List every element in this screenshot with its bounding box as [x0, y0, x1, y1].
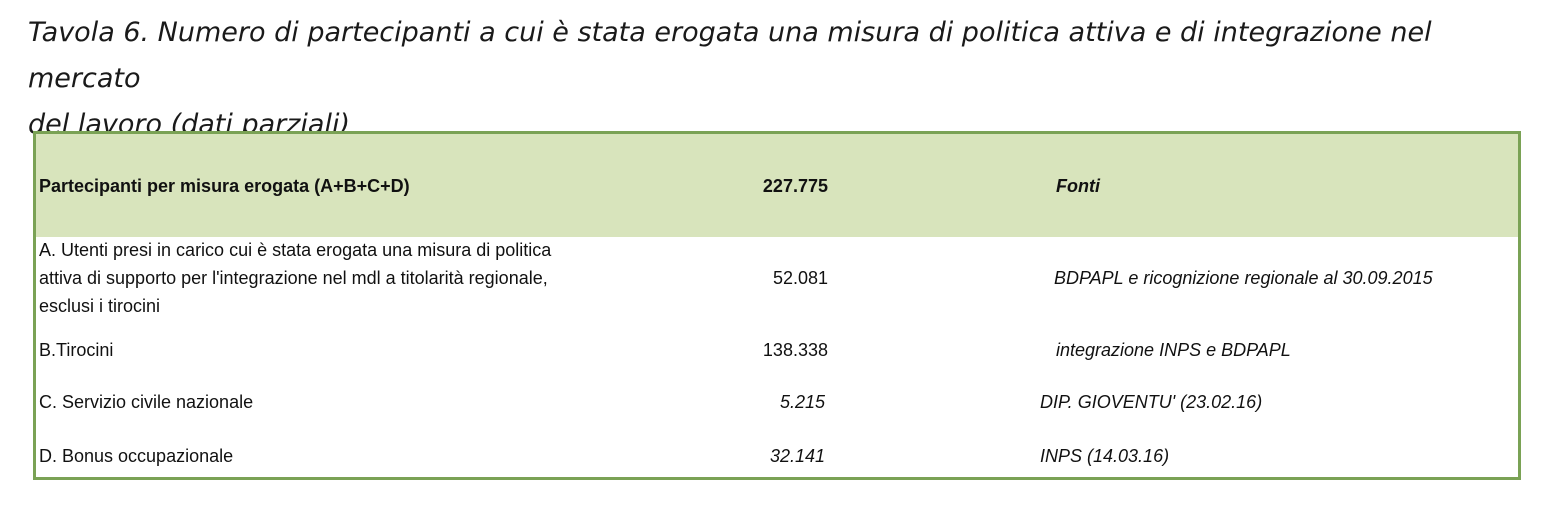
row-d-value: 32.141	[769, 446, 825, 466]
row-b-value: 138.338	[762, 340, 828, 360]
row-d-source: INPS (14.03.16)	[1040, 446, 1170, 466]
header-label: Partecipanti per misura erogata (A+B+C+D…	[39, 176, 410, 196]
table-header-row: Partecipanti per misura erogata (A+B+C+D…	[36, 134, 1518, 237]
row-b-source: integrazione INPS e BDPAPL	[1056, 340, 1291, 360]
row-c-source: DIP. GIOVENTU' (23.02.16)	[1040, 392, 1263, 412]
row-a-value: 52.081	[772, 268, 828, 288]
title-line-1: Tavola 6. Numero di partecipanti a cui è…	[28, 17, 1432, 94]
row-a-source: BDPAPL e ricognizione regionale al 30.09…	[1054, 268, 1433, 288]
row-a-label-line-3: esclusi i tirocini	[39, 296, 161, 316]
row-b-label: B.Tirocini	[39, 340, 114, 360]
row-a-label: A. Utenti presi in carico cui è stata er…	[39, 236, 551, 320]
row-d-label: D. Bonus occupazionale	[39, 446, 234, 466]
row-a-label-line-2: attiva di supporto per l'integrazione ne…	[39, 268, 548, 288]
row-c-label: C. Servizio civile nazionale	[39, 392, 254, 412]
row-c-value: 5.215	[779, 392, 825, 412]
row-a-label-line-1: A. Utenti presi in carico cui è stata er…	[39, 240, 552, 260]
page-title: Tavola 6. Numero di partecipanti a cui è…	[28, 10, 1538, 148]
participants-table: Partecipanti per misura erogata (A+B+C+D…	[33, 131, 1521, 480]
header-sources: Fonti	[1056, 176, 1100, 196]
header-total-value: 227.775	[762, 176, 828, 196]
